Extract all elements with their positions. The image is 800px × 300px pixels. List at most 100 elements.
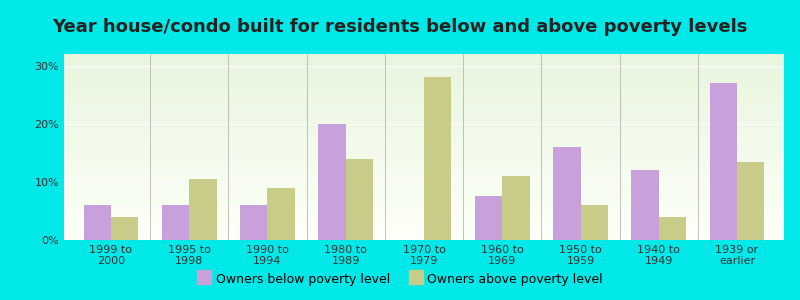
Bar bbox=[64, 81, 784, 82]
Bar bbox=[64, 212, 784, 213]
Bar bbox=[64, 96, 784, 97]
Bar bbox=[64, 196, 784, 197]
Bar bbox=[64, 100, 784, 101]
Bar bbox=[64, 170, 784, 171]
Bar bbox=[64, 209, 784, 210]
Bar bbox=[64, 71, 784, 72]
Bar bbox=[64, 186, 784, 187]
Bar bbox=[64, 211, 784, 212]
Legend: Owners below poverty level, Owners above poverty level: Owners below poverty level, Owners above… bbox=[192, 268, 608, 291]
Bar bbox=[64, 99, 784, 100]
Bar bbox=[64, 77, 784, 78]
Bar bbox=[64, 225, 784, 226]
Bar bbox=[64, 57, 784, 58]
Bar bbox=[64, 148, 784, 149]
Bar bbox=[64, 70, 784, 71]
Bar bbox=[64, 75, 784, 76]
Bar bbox=[64, 161, 784, 162]
Bar bbox=[64, 215, 784, 216]
Bar bbox=[64, 214, 784, 215]
Bar bbox=[64, 185, 784, 186]
Bar bbox=[64, 62, 784, 63]
Bar bbox=[64, 164, 784, 165]
Bar bbox=[64, 104, 784, 105]
Bar bbox=[64, 135, 784, 136]
Bar bbox=[64, 130, 784, 131]
Bar bbox=[64, 162, 784, 163]
Bar bbox=[64, 143, 784, 144]
Bar bbox=[64, 97, 784, 98]
Bar bbox=[64, 220, 784, 221]
Bar bbox=[64, 100, 784, 101]
Bar bbox=[64, 204, 784, 205]
Bar bbox=[64, 82, 784, 83]
Bar bbox=[710, 83, 737, 240]
Bar bbox=[64, 129, 784, 130]
Bar bbox=[64, 55, 784, 56]
Bar bbox=[64, 142, 784, 143]
Bar bbox=[64, 173, 784, 174]
Bar bbox=[64, 158, 784, 159]
Bar bbox=[64, 147, 784, 148]
Bar bbox=[64, 183, 784, 184]
Bar bbox=[424, 77, 451, 240]
Bar bbox=[475, 196, 502, 240]
Bar bbox=[64, 73, 784, 74]
Bar bbox=[64, 133, 784, 134]
Bar bbox=[64, 232, 784, 233]
Bar bbox=[240, 205, 267, 240]
Bar bbox=[64, 56, 784, 57]
Bar bbox=[64, 88, 784, 89]
Bar bbox=[64, 194, 784, 195]
Bar bbox=[64, 184, 784, 185]
Bar bbox=[64, 72, 784, 73]
Bar bbox=[64, 201, 784, 202]
Bar bbox=[64, 84, 784, 85]
Bar bbox=[83, 205, 111, 240]
Bar bbox=[64, 190, 784, 191]
Bar bbox=[64, 200, 784, 201]
Bar bbox=[64, 114, 784, 116]
Bar bbox=[64, 58, 784, 60]
Bar bbox=[64, 237, 784, 238]
Bar bbox=[64, 93, 784, 94]
Bar bbox=[658, 217, 686, 240]
Bar bbox=[64, 165, 784, 166]
Bar bbox=[64, 108, 784, 109]
Bar bbox=[64, 169, 784, 170]
Bar bbox=[64, 95, 784, 96]
Bar bbox=[64, 189, 784, 190]
Bar bbox=[64, 159, 784, 160]
Bar bbox=[64, 74, 784, 75]
Bar bbox=[64, 119, 784, 120]
Bar bbox=[64, 116, 784, 117]
Bar bbox=[64, 230, 784, 231]
Bar bbox=[64, 157, 784, 158]
Bar bbox=[64, 64, 784, 65]
Bar bbox=[64, 118, 784, 119]
Bar bbox=[64, 106, 784, 107]
Bar bbox=[64, 174, 784, 175]
Bar bbox=[64, 168, 784, 169]
Bar bbox=[64, 101, 784, 102]
Bar bbox=[64, 111, 784, 112]
Bar bbox=[64, 234, 784, 235]
Bar bbox=[111, 217, 138, 240]
Bar bbox=[64, 65, 784, 66]
Bar bbox=[64, 110, 784, 111]
Bar bbox=[64, 146, 784, 147]
Bar bbox=[64, 105, 784, 106]
Bar bbox=[64, 83, 784, 84]
Bar bbox=[64, 233, 784, 234]
Bar bbox=[346, 159, 373, 240]
Bar bbox=[64, 178, 784, 179]
Bar bbox=[64, 134, 784, 135]
Bar bbox=[64, 113, 784, 114]
Bar bbox=[64, 182, 784, 183]
Bar bbox=[64, 235, 784, 236]
Bar bbox=[64, 151, 784, 152]
Bar bbox=[64, 67, 784, 68]
Bar bbox=[64, 193, 784, 194]
Bar bbox=[64, 224, 784, 225]
Bar bbox=[64, 206, 784, 208]
